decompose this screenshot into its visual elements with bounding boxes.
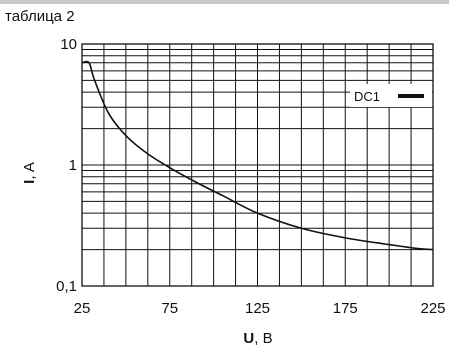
x-tick-label: 175	[333, 300, 358, 317]
y-tick-labels: 0,1 1 10	[56, 36, 77, 295]
legend-label-dc1: DC1	[354, 89, 380, 104]
grid-lines	[82, 44, 433, 286]
y-axis-title: I, A	[21, 162, 38, 184]
x-tick-labels: 25 75 125 175 225	[74, 300, 446, 317]
x-tick-label: 25	[74, 300, 91, 317]
y-tick-label: 1	[69, 157, 77, 174]
x-tick-label: 75	[161, 300, 178, 317]
series-line-dc1	[81, 60, 434, 251]
y-tick-label: 0,1	[56, 278, 77, 295]
x-tick-label: 225	[420, 300, 445, 317]
y-tick-label: 10	[60, 36, 77, 53]
table-label: таблица 2	[5, 8, 75, 25]
top-header-bar	[0, 0, 449, 4]
legend-swatch-dc1	[398, 94, 424, 98]
plot-frame	[81, 43, 434, 287]
x-tick-label: 125	[245, 300, 270, 317]
legend-background	[350, 84, 432, 107]
legend: DC1	[350, 84, 432, 107]
x-axis-title: U, B	[243, 330, 272, 347]
